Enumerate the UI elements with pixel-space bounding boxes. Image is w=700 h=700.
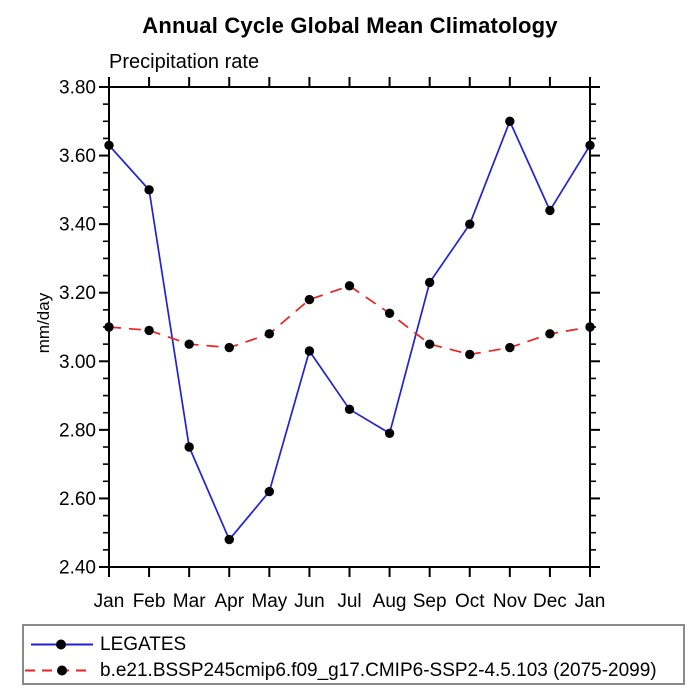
x-tick-label: Apr bbox=[214, 591, 244, 612]
data-point bbox=[104, 322, 114, 332]
y-tick-label: 2.40 bbox=[59, 558, 96, 579]
y-tick-label: 3.20 bbox=[59, 283, 96, 304]
y-tick-label: 3.60 bbox=[59, 146, 96, 167]
model-line-sample-icon bbox=[25, 665, 93, 676]
data-point bbox=[184, 442, 194, 452]
data-point bbox=[424, 339, 435, 349]
x-tick-label: May bbox=[251, 591, 287, 612]
x-tick-label: Sep bbox=[413, 591, 447, 612]
x-tick-label: Jul bbox=[337, 591, 361, 612]
legend-entry-legates: LEGATES bbox=[24, 632, 683, 657]
data-point bbox=[465, 349, 475, 360]
data-point bbox=[505, 116, 515, 126]
data-point bbox=[144, 325, 154, 336]
plot-area: Jan Feb Mar Apr May Jun Jul Aug Sep Oct Nov Dec Jan 2… bbox=[59, 77, 606, 612]
data-point bbox=[184, 339, 194, 349]
data-point bbox=[585, 140, 595, 150]
data-point bbox=[264, 486, 275, 497]
series-legates bbox=[104, 116, 595, 545]
x-tick-label: Nov bbox=[493, 591, 527, 612]
data-point bbox=[104, 140, 114, 150]
legates-line-sample-icon bbox=[31, 639, 93, 650]
y-tick-label: 3.80 bbox=[59, 78, 96, 99]
legend-label-model: b.e21.BSSP245cmip6.f09_g17.CMIP6-SSP2-4.… bbox=[100, 659, 657, 681]
x-tick-label: Aug bbox=[373, 591, 407, 612]
y-tick-label: 3.40 bbox=[59, 215, 96, 236]
data-point bbox=[304, 346, 315, 356]
chart-subtitle: Precipitation rate bbox=[109, 51, 260, 73]
y-tick-label: 2.80 bbox=[59, 420, 96, 441]
data-point bbox=[424, 277, 435, 288]
y-tick-label: 2.60 bbox=[59, 489, 96, 510]
data-point bbox=[384, 428, 395, 438]
x-tick-label: Dec bbox=[533, 591, 567, 612]
legend-box: LEGATES b.e21.BSSP245cmip6.f09_g17.CMIP6… bbox=[22, 624, 685, 685]
data-point bbox=[304, 294, 315, 305]
y-axis-ticks: 2.40 2.60 2.80 3.00 3.20 3.40 3.60 3.80 bbox=[59, 78, 600, 579]
x-tick-label: Jan bbox=[575, 591, 606, 612]
x-tick-label: Feb bbox=[133, 591, 166, 612]
x-tick-label: Jun bbox=[294, 591, 325, 612]
x-tick-label: Oct bbox=[455, 591, 485, 612]
legend-entry-model: b.e21.BSSP245cmip6.f09_g17.CMIP6-SSP2-4.… bbox=[24, 658, 683, 683]
data-point bbox=[344, 404, 355, 414]
data-point bbox=[384, 308, 395, 318]
y-tick-label: 3.00 bbox=[59, 352, 96, 373]
x-axis-ticks: Jan Feb Mar Apr May Jun Jul Aug Sep Oct Nov Dec Jan bbox=[94, 77, 606, 612]
data-point bbox=[224, 342, 234, 353]
data-point bbox=[465, 219, 475, 229]
data-point bbox=[224, 534, 234, 545]
data-point bbox=[545, 205, 555, 216]
legend-label-legates: LEGATES bbox=[100, 633, 187, 655]
data-point bbox=[505, 342, 515, 353]
data-point bbox=[545, 329, 555, 339]
data-point bbox=[144, 185, 154, 195]
x-tick-label: Mar bbox=[173, 591, 206, 612]
x-tick-label: Jan bbox=[94, 591, 125, 612]
axes-frame bbox=[108, 86, 591, 568]
chart-title: Annual Cycle Global Mean Climatology bbox=[142, 13, 558, 38]
series-model bbox=[104, 281, 595, 360]
data-point bbox=[585, 322, 595, 332]
data-point bbox=[264, 329, 275, 339]
data-point bbox=[344, 281, 355, 291]
